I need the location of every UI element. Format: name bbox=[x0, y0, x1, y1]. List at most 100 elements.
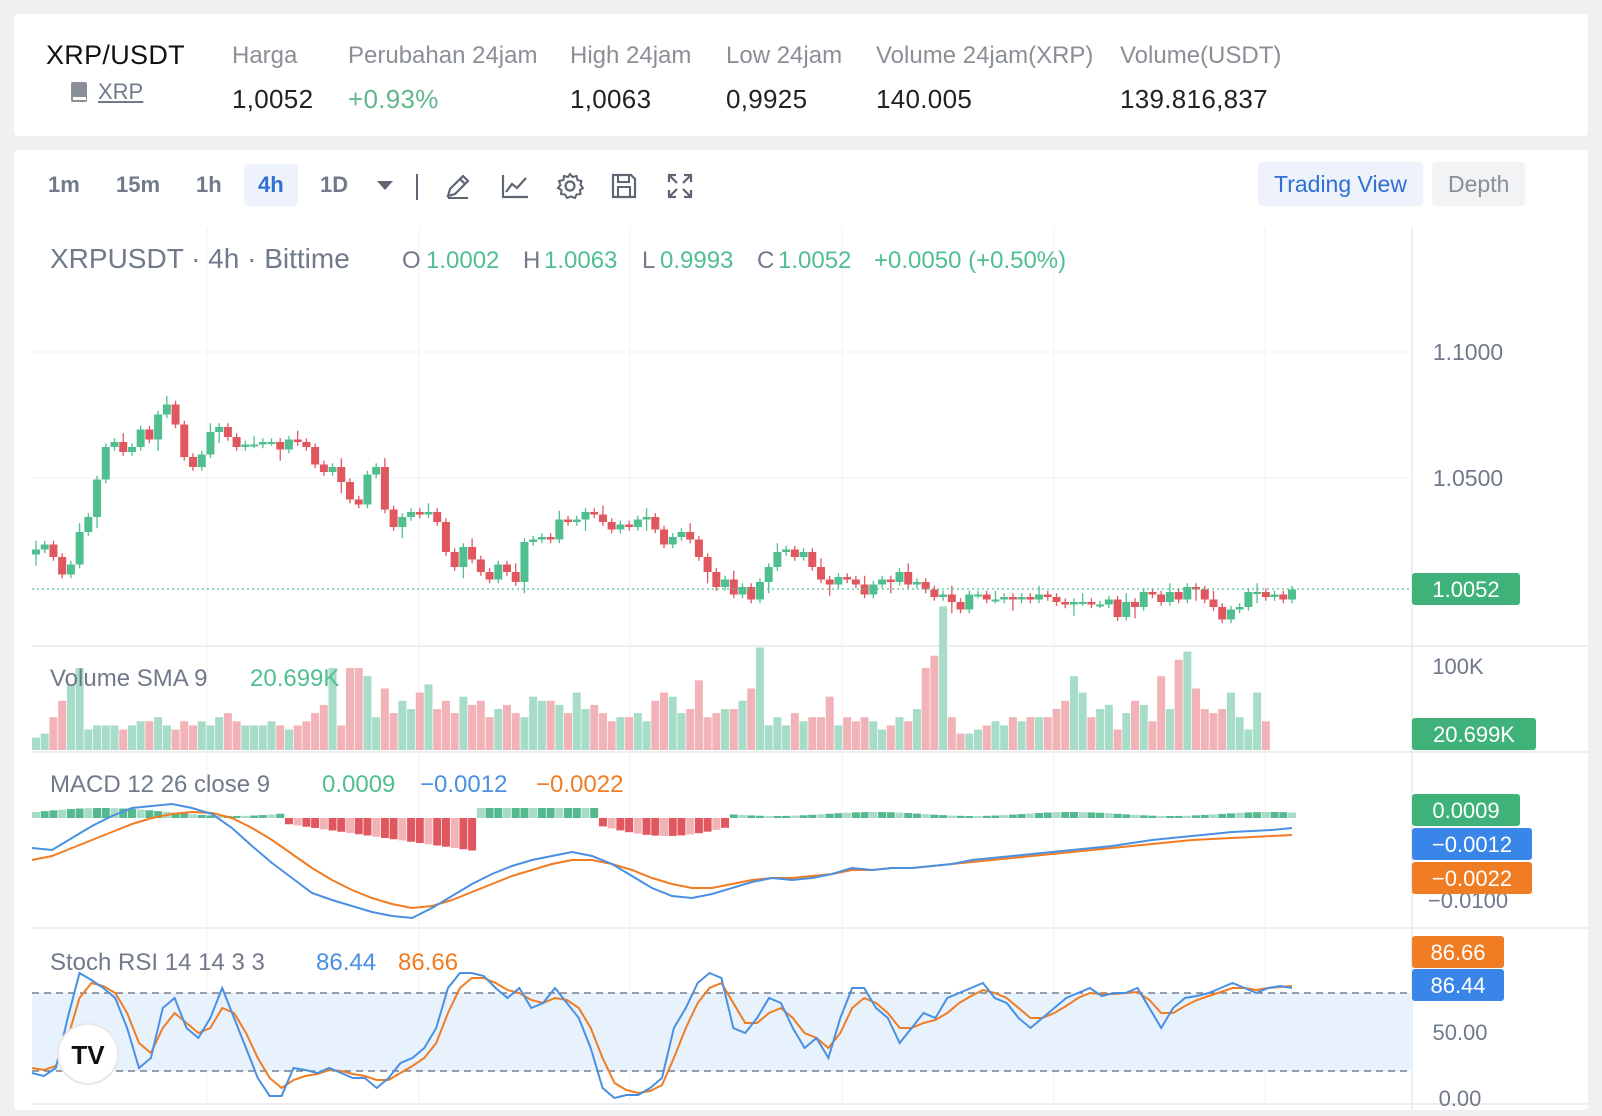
depth-tab[interactable]: Depth bbox=[1432, 162, 1526, 206]
candle bbox=[276, 442, 285, 450]
candle bbox=[223, 427, 232, 437]
macd-histogram-bar bbox=[66, 809, 75, 818]
volume-bar bbox=[529, 696, 538, 750]
gear-icon[interactable] bbox=[556, 172, 584, 200]
stat-value: 140.005 bbox=[876, 84, 973, 114]
candle bbox=[555, 519, 564, 540]
timeframe-1h[interactable]: 1h bbox=[196, 172, 222, 197]
candle bbox=[799, 552, 808, 557]
macd-histogram-bar bbox=[311, 818, 320, 828]
volume-bar bbox=[250, 725, 259, 750]
candle bbox=[267, 442, 276, 444]
macd-histogram-bar bbox=[598, 818, 607, 827]
macd-histogram-bar bbox=[389, 818, 398, 840]
timeframe-1m[interactable]: 1m bbox=[48, 172, 80, 197]
stoch-tick: 50.00 bbox=[1432, 1020, 1487, 1045]
volume-bar bbox=[895, 717, 904, 750]
volume-bar bbox=[799, 721, 808, 750]
candle bbox=[1078, 602, 1087, 604]
macd-histogram-bar bbox=[136, 809, 145, 818]
volume-bar bbox=[407, 709, 416, 750]
macd-histogram-bar bbox=[267, 814, 276, 818]
candle bbox=[851, 579, 860, 585]
candle bbox=[380, 467, 389, 510]
candle bbox=[529, 539, 538, 542]
volume-bar bbox=[738, 700, 747, 750]
candle bbox=[642, 517, 651, 520]
macd-histogram-bar bbox=[284, 818, 293, 825]
stat-volume-xrp: Volume 24jam(XRP) 140.005 bbox=[876, 42, 1093, 115]
chevron-down-icon[interactable] bbox=[376, 180, 394, 192]
macd-histogram-bar bbox=[459, 818, 468, 850]
volume-bar bbox=[843, 717, 852, 750]
volume-tick: 100K bbox=[1432, 654, 1484, 679]
candle bbox=[1096, 604, 1105, 607]
candle bbox=[581, 512, 590, 520]
stat-price: Harga 1,0052 bbox=[232, 42, 313, 115]
volume-bar bbox=[119, 729, 128, 750]
candle bbox=[1183, 587, 1192, 600]
volume-bar bbox=[1078, 692, 1087, 750]
stat-value: 0,9925 bbox=[726, 84, 808, 114]
candle bbox=[1209, 599, 1218, 607]
ohlc-value: O bbox=[402, 247, 421, 274]
candle bbox=[712, 572, 721, 587]
volume-bar bbox=[642, 721, 651, 750]
candle bbox=[145, 429, 154, 440]
trading-view-tab[interactable]: Trading View bbox=[1258, 162, 1423, 206]
macd-hist-value: 0.0009 bbox=[322, 771, 395, 798]
pencil-icon[interactable] bbox=[444, 172, 472, 200]
candle bbox=[93, 479, 102, 517]
candle bbox=[302, 442, 311, 447]
volume-bar bbox=[520, 717, 529, 750]
volume-bar bbox=[817, 717, 825, 750]
candle bbox=[843, 577, 852, 580]
volume-bar bbox=[494, 709, 503, 750]
volume-bar bbox=[189, 725, 197, 750]
coin-link-label[interactable]: XRP bbox=[98, 79, 144, 104]
timeframe-15m[interactable]: 15m bbox=[116, 172, 161, 197]
stat-label: Perubahan 24jam bbox=[348, 42, 538, 69]
macd-histogram-bar bbox=[694, 818, 703, 834]
indicator-icon[interactable] bbox=[500, 172, 530, 200]
stat-label: Volume(USDT) bbox=[1120, 42, 1282, 69]
toolbar-divider bbox=[416, 174, 418, 200]
save-icon[interactable] bbox=[610, 172, 638, 200]
candle bbox=[651, 517, 660, 530]
volume-bar bbox=[1061, 700, 1070, 750]
timeframe-4h[interactable]: 4h bbox=[244, 164, 298, 206]
candle bbox=[232, 437, 241, 447]
candle bbox=[1026, 597, 1035, 600]
volume-bar bbox=[1209, 713, 1218, 750]
macd-histogram-bar bbox=[721, 818, 730, 828]
stat-change: Perubahan 24jam +0.93% bbox=[348, 42, 537, 115]
candle bbox=[1288, 589, 1296, 600]
volume-bar bbox=[869, 721, 878, 750]
macd-histogram-bar bbox=[668, 818, 677, 836]
macd-histogram-bar bbox=[904, 813, 913, 818]
candle bbox=[197, 454, 206, 467]
ohlc-value: 1.0063 bbox=[544, 247, 617, 274]
volume-bar bbox=[93, 725, 102, 750]
candle bbox=[930, 589, 939, 597]
candle bbox=[834, 577, 843, 585]
macd-histogram-bar bbox=[75, 808, 84, 818]
candle bbox=[206, 432, 215, 455]
coin-link[interactable]: XRP bbox=[70, 79, 185, 105]
volume-bar bbox=[607, 721, 616, 750]
timeframe-1d[interactable]: 1D bbox=[320, 172, 349, 197]
macd-histogram-bar bbox=[1087, 812, 1096, 818]
macd-histogram-bar bbox=[747, 815, 756, 818]
macd-histogram-bar bbox=[590, 808, 599, 818]
macd-histogram-bar bbox=[189, 814, 197, 818]
volume-bar bbox=[476, 700, 485, 750]
macd-histogram-bar bbox=[1218, 813, 1227, 818]
macd-histogram-bar bbox=[206, 815, 215, 818]
macd-histogram-bar bbox=[58, 809, 67, 818]
volume-bar bbox=[380, 688, 389, 750]
volume-bar bbox=[633, 713, 642, 750]
macd-histogram-bar bbox=[974, 815, 982, 818]
fullscreen-icon[interactable] bbox=[666, 172, 694, 200]
volume-bar bbox=[747, 688, 756, 750]
